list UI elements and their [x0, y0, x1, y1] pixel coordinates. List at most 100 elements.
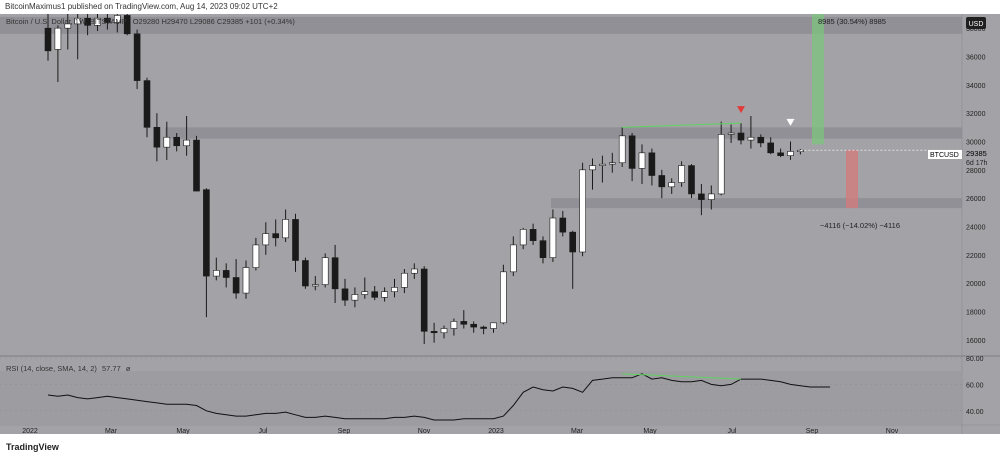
time-tick-label: Sep [338, 428, 351, 434]
candle-down [757, 136, 765, 144]
candle-down [331, 257, 339, 290]
candle-up [599, 163, 606, 166]
chart-area[interactable]: 16000 18000 20000 22000 24000 26000 28000 30000… [0, 14, 1000, 435]
candle-down [193, 139, 200, 192]
time-tick-label: May [643, 428, 657, 434]
chart-svg[interactable]: 16000 18000 20000 22000 24000 26000 28000 30000… [0, 14, 1000, 435]
rsi-divergence-line [622, 373, 742, 380]
candle-up [282, 219, 289, 239]
candle-up [787, 151, 794, 156]
chart-background [0, 14, 1000, 434]
rsi-tick-label: 60.00 [966, 382, 984, 389]
tradingview-logo[interactable]: TradingView [6, 442, 59, 452]
candle-down [203, 189, 210, 277]
target-down-box [846, 150, 858, 209]
candle-up [589, 165, 596, 171]
candle-up [361, 291, 369, 295]
symbol-title: Bitcoin / U.S. Dollar, 1W, BITSTAMP O292… [6, 17, 295, 26]
candle-down [222, 270, 230, 278]
candle-down [232, 277, 240, 294]
candle-up [678, 165, 685, 183]
zone-resistance [165, 127, 962, 139]
target-down-label: −4116 (−14.02%) −4116 [820, 221, 900, 230]
price-badge: BTCUSD 29385 6d 17h [928, 148, 993, 168]
rsi-extra: ø [126, 364, 131, 373]
ohlc-values: O29280 H29470 L29086 C29385 +101 (+0.34%… [133, 17, 296, 26]
time-tick-label: Mar [105, 428, 118, 434]
price-badge-ticker: BTCUSD [930, 152, 959, 159]
candle-down [777, 152, 784, 156]
time-tick-label: Jul [728, 428, 737, 434]
price-tick-label: 38000 [966, 26, 986, 33]
time-tick-label: Mar [571, 428, 584, 434]
candle-up [490, 322, 497, 329]
candle-down [628, 135, 636, 169]
price-tick-label: 26000 [966, 196, 986, 203]
candle-up [262, 233, 270, 246]
sell-signal-icon [737, 106, 745, 114]
candle-down [302, 260, 309, 287]
rsi-line [47, 373, 831, 421]
candle-up [440, 328, 448, 334]
price-badge-ticker-bg [928, 150, 962, 159]
target-up-box [812, 14, 824, 145]
candle-down [292, 219, 299, 261]
rsi-tick-label: 80.00 [966, 356, 984, 363]
rsi-band [0, 371, 962, 424]
candle-down [123, 15, 131, 35]
targets-layer [812, 14, 858, 209]
candle-down [133, 33, 141, 81]
candle-up [450, 321, 458, 329]
candle-up [509, 244, 517, 273]
sell-signal-icon [786, 118, 795, 126]
price-tick-label: 28000 [966, 168, 986, 175]
price-tick-label: 18000 [966, 310, 986, 317]
candle-down [539, 240, 547, 258]
candle-down [767, 142, 775, 154]
candle-down [153, 127, 161, 148]
candles-layer [44, 14, 962, 345]
candle-up [321, 257, 329, 285]
candle-up [183, 139, 190, 147]
candle-down [460, 321, 468, 325]
price-tick-label: 16000 [966, 338, 986, 345]
candle-up [608, 162, 616, 165]
time-tick-label: Nov [886, 428, 899, 434]
time-tick-label: Sep [806, 428, 819, 434]
currency-button[interactable] [966, 17, 986, 29]
candle-down [688, 165, 695, 195]
publisher-text: BitcoinMaximus1 published on TradingView… [5, 2, 278, 11]
candle-down [698, 193, 705, 200]
candle-down [104, 17, 111, 23]
time-tick-label: Jul [259, 428, 268, 434]
candle-up [381, 291, 388, 298]
candle-up [311, 284, 319, 287]
candle-up [242, 267, 250, 294]
candle-up [351, 294, 359, 301]
price-axis[interactable]: 16000 18000 20000 22000 24000 26000 28000 30000… [961, 14, 1000, 434]
candle-up [163, 136, 171, 148]
candle-down [529, 229, 537, 241]
candle-up [519, 229, 527, 246]
footer-bar: TradingView [0, 438, 1000, 458]
price-tick-label: 36000 [966, 55, 986, 62]
time-axis[interactable]: 2022 Mar May Jul Sep Nov 2023 Mar May Jul Sep Nov [0, 424, 1000, 435]
price-badge-value-bg [963, 148, 993, 168]
candle-down [737, 132, 745, 141]
candle-down [559, 217, 567, 233]
candle-up [668, 182, 676, 188]
price-tick-label: 30000 [966, 140, 986, 147]
rsi-panel[interactable]: 80.00 60.00 40.00 [0, 355, 1000, 424]
candle-down [430, 331, 438, 334]
candle-down [143, 80, 151, 128]
currency-label: USD [969, 21, 984, 28]
candle-up [638, 152, 646, 169]
candle-down [470, 323, 478, 328]
rsi-value: 57.77 [102, 364, 121, 373]
zone-resistance [0, 16, 962, 34]
candle-up [549, 217, 557, 258]
price-tick-label: 34000 [966, 83, 986, 90]
candle-down [371, 291, 379, 298]
price-tick-label: 20000 [966, 281, 986, 288]
zone-support [551, 198, 962, 209]
